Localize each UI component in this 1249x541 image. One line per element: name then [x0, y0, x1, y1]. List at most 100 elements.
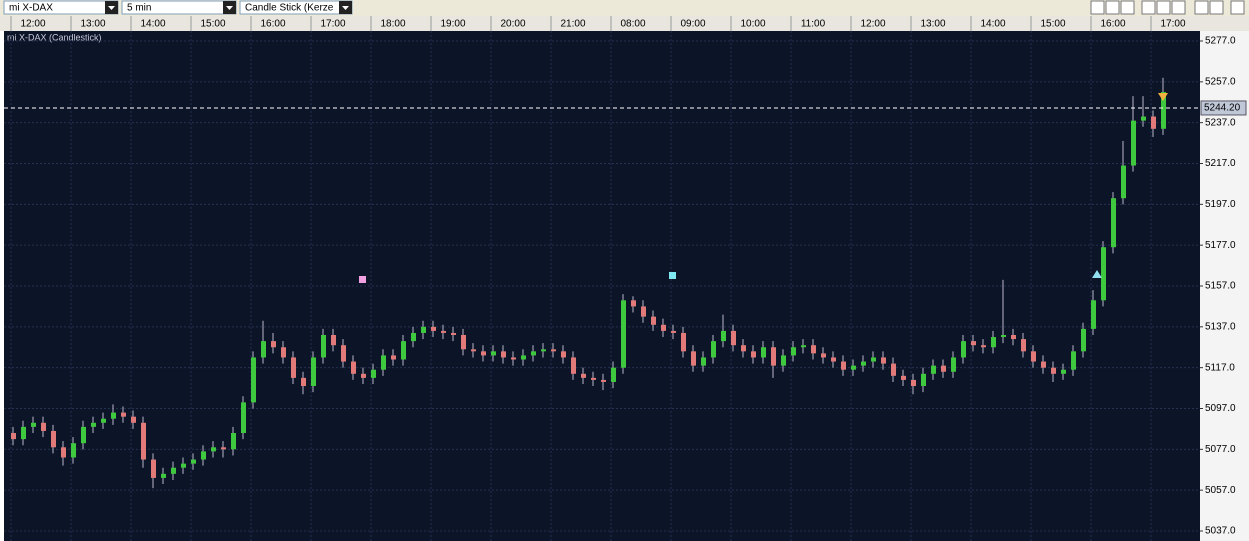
symbol: mi X-DAX [9, 3, 53, 14]
tool-icon[interactable] [1194, 0, 1209, 15]
candle-body [581, 373, 586, 378]
time-label: 12:00 [20, 19, 45, 30]
candle-body [331, 334, 336, 346]
candle-body [1001, 334, 1006, 338]
dropdown-arrow [226, 6, 233, 10]
candle-body [601, 379, 606, 382]
candle-body [961, 341, 966, 358]
candle-body [1061, 369, 1066, 374]
candle-body [1131, 120, 1136, 166]
tool-icon[interactable] [1171, 0, 1186, 15]
candle-body [441, 330, 446, 333]
signal-marker [359, 276, 366, 283]
candle-body [501, 351, 506, 358]
candle-body [71, 443, 76, 458]
candle-body [161, 473, 166, 478]
candle-body [401, 341, 406, 360]
dropdown-arrow [108, 6, 115, 10]
chart-title: mi X-DAX (Candlestick) [7, 32, 102, 42]
y-tick-label: 5237.0 [1205, 117, 1236, 128]
candle-body [1101, 247, 1106, 301]
candle-body [1051, 367, 1056, 374]
time-label: 08:00 [620, 19, 645, 30]
candle-body [951, 357, 956, 372]
candle-body [821, 353, 826, 358]
candle-body [231, 432, 236, 450]
interval: 5 min [127, 3, 151, 14]
candle-body [111, 412, 116, 419]
candle-body [661, 324, 666, 331]
candle-body [141, 422, 146, 460]
time-label: 15:00 [200, 19, 225, 30]
tool-icon[interactable] [1141, 0, 1156, 15]
candle-body [151, 459, 156, 478]
tool-icon[interactable] [1120, 0, 1135, 15]
time-label: 13:00 [80, 19, 105, 30]
candle-body [41, 422, 46, 431]
candle-body [1021, 339, 1026, 352]
candle-body [191, 459, 196, 464]
tool-icon[interactable] [1230, 0, 1245, 15]
candle-body [681, 332, 686, 352]
candle-body [891, 363, 896, 376]
candle-body [471, 349, 476, 352]
candle-body [251, 357, 256, 403]
y-tick-label: 5037.0 [1205, 526, 1236, 537]
time-label: 15:00 [1040, 19, 1065, 30]
candle-body [291, 357, 296, 378]
candle-body [1011, 334, 1016, 340]
candle-body [531, 351, 536, 356]
last-price-box [1200, 100, 1247, 116]
y-tick-label: 5177.0 [1205, 240, 1236, 251]
candle-body [171, 467, 176, 474]
candle-body [871, 357, 876, 362]
candle-body [11, 432, 16, 440]
candle-body [481, 351, 486, 356]
candle-body [81, 426, 86, 444]
style: Candle Stick (Kerze [245, 3, 334, 14]
candle-body [381, 355, 386, 370]
y-tick-label: 5277.0 [1205, 36, 1236, 47]
candle-body [591, 377, 596, 380]
candle-body [491, 351, 496, 356]
candle-body [21, 426, 26, 440]
candle-body [301, 377, 306, 387]
candle-body [241, 402, 246, 433]
candle-body [281, 347, 286, 358]
candle-body [91, 422, 96, 427]
sell-signal [1158, 93, 1168, 101]
candle-body [921, 373, 926, 387]
candle-body [121, 412, 126, 417]
candle-body [991, 337, 996, 348]
tool-icon[interactable] [1156, 0, 1171, 15]
candle-body [911, 379, 916, 387]
time-label: 17:00 [320, 19, 345, 30]
candle-body [731, 330, 736, 346]
candle-body [751, 351, 756, 358]
dropdown-arrow [342, 6, 349, 10]
signal-marker [669, 272, 676, 279]
candle-body [741, 345, 746, 352]
time-label: 19:00 [440, 19, 465, 30]
candle-body [351, 361, 356, 374]
tool-icon[interactable] [1090, 0, 1105, 15]
candle-body [651, 316, 656, 325]
candle-body [761, 347, 766, 358]
tool-icon[interactable] [1209, 0, 1224, 15]
last-price-label: 5244.20 [1204, 103, 1241, 114]
tool-icon[interactable] [1105, 0, 1120, 15]
candle-body [271, 341, 276, 348]
candle-body [901, 375, 906, 380]
candle-body [701, 357, 706, 366]
price-axis [1200, 31, 1249, 541]
candle-body [211, 447, 216, 452]
candle-body [971, 341, 976, 346]
y-tick-label: 5157.0 [1205, 281, 1236, 292]
candle-body [631, 300, 636, 307]
candle-body [1031, 351, 1036, 362]
y-tick-label: 5117.0 [1205, 362, 1235, 373]
candle-body [691, 351, 696, 366]
candle-body [1111, 198, 1116, 248]
y-tick-label: 5137.0 [1205, 321, 1236, 332]
y-tick-label: 5077.0 [1205, 444, 1236, 455]
